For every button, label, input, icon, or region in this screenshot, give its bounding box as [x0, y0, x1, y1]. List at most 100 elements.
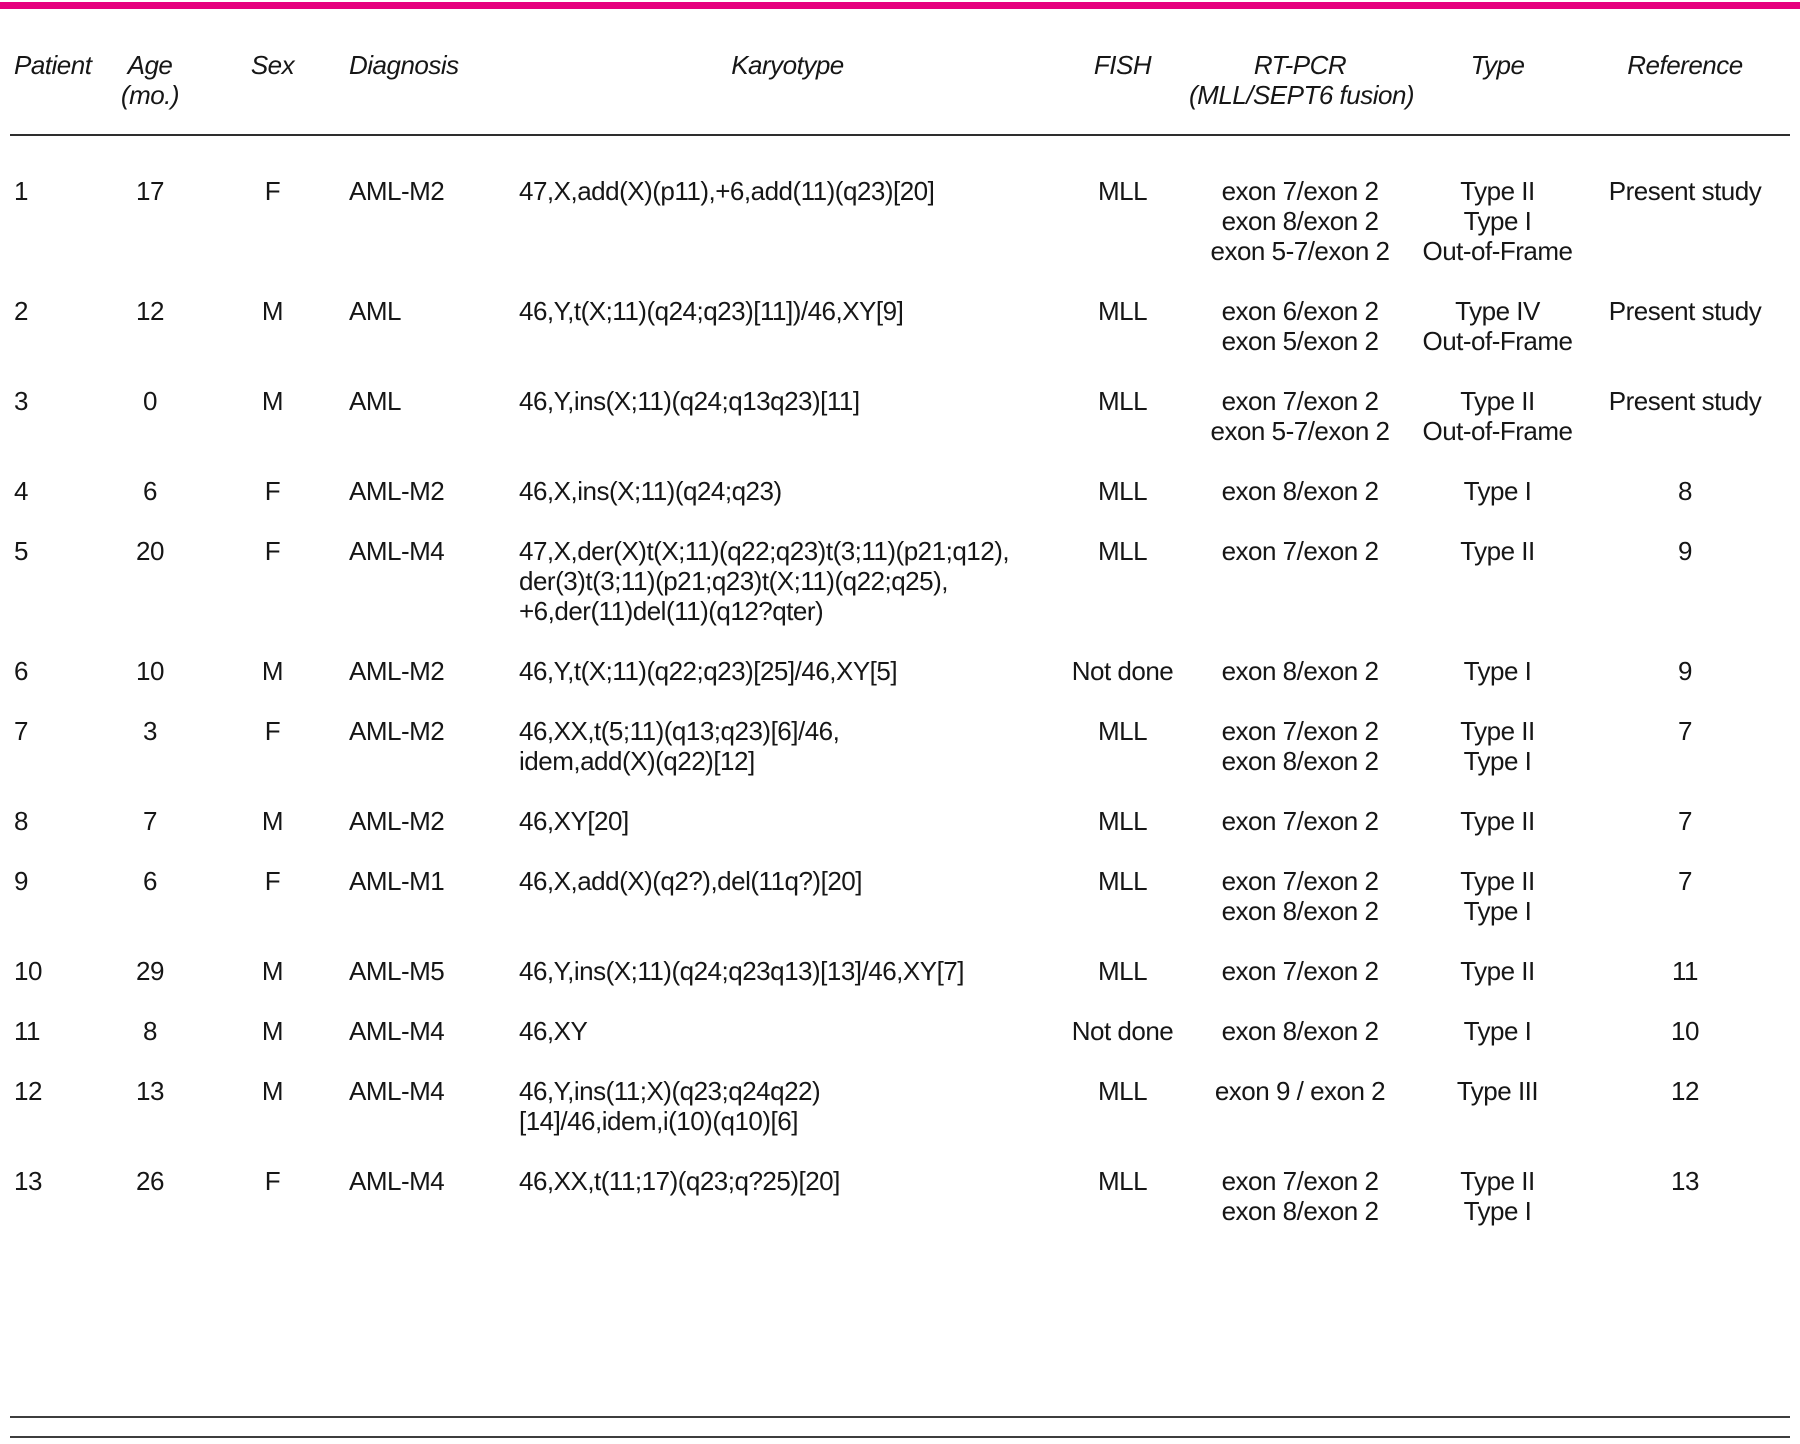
cell-fish: Not done: [1060, 656, 1185, 716]
cell-line: MLL: [1097, 476, 1148, 506]
cell-line: exon 8/exon 2: [1221, 476, 1379, 506]
cell-patient: 1: [10, 135, 100, 296]
cell-line: 7: [1678, 716, 1692, 746]
cell-rtpcr: exon 7/exon 2 exon 8/exon 2: [1185, 866, 1415, 956]
cell-diagnosis: AML-M2: [345, 476, 515, 536]
cell-reference: 11: [1580, 956, 1790, 1016]
header-line: (MLL/SEPT6 fusion): [1189, 80, 1415, 110]
cell-patient: 2: [10, 296, 100, 386]
column-header-sex: Sex: [200, 50, 345, 135]
cell-type: Type II Out-of-Frame: [1415, 386, 1580, 476]
cell-fish: MLL: [1060, 1166, 1185, 1256]
table-row: 9 6 F AML-M1 46,X,add(X)(q2?),del(11q?)[20] M…: [10, 866, 1790, 956]
cell-patient: 11: [10, 1016, 100, 1076]
cell-fish: MLL: [1060, 135, 1185, 296]
cell-line: 17: [136, 176, 164, 206]
cell-reference: 13: [1580, 1166, 1790, 1256]
bottom-rule-upper: [10, 1416, 1790, 1418]
cell-type: Type II: [1415, 806, 1580, 866]
cell-line: M: [261, 1076, 284, 1106]
cell-diagnosis: AML-M4: [345, 1076, 515, 1166]
cell-type: Type I: [1415, 1016, 1580, 1076]
cell-line: Out-of-Frame: [1422, 416, 1573, 446]
cell-line: 8: [1678, 476, 1692, 506]
cell-line: exon 7/exon 2: [1221, 536, 1379, 566]
cell-patient: 10: [10, 956, 100, 1016]
cell-line: MLL: [1097, 716, 1148, 746]
cell-line: Type I: [1463, 206, 1532, 236]
cell-line: 0: [143, 386, 157, 416]
cell-line: 10: [136, 656, 164, 686]
cell-line: Out-of-Frame: [1422, 236, 1573, 266]
cell-patient: 13: [10, 1166, 100, 1256]
cell-line: Type III: [1456, 1076, 1539, 1106]
cell-rtpcr: exon 6/exon 2 exon 5/exon 2: [1185, 296, 1415, 386]
cell-line: Type II: [1460, 386, 1535, 416]
cell-diagnosis: AML-M2: [345, 656, 515, 716]
table-row: 5 20 F AML-M4 47,X,der(X)t(X;11)(q22;q23)t(3…: [10, 536, 1790, 656]
cell-line: AML-M2: [349, 716, 445, 746]
cell-fish: MLL: [1060, 536, 1185, 656]
cell-karyotype: 46,X,ins(X;11)(q24;q23): [515, 476, 1060, 536]
cell-line: exon 8/exon 2: [1221, 1016, 1379, 1046]
cell-line: AML-M2: [349, 476, 445, 506]
cell-sex: M: [200, 296, 345, 386]
cell-rtpcr: exon 7/exon 2 exon 5-7/exon 2: [1185, 386, 1415, 476]
header-line: Patient: [14, 50, 92, 80]
cell-sex: F: [200, 866, 345, 956]
cell-line: 3: [14, 386, 28, 416]
cell-diagnosis: AML-M2: [345, 716, 515, 806]
cell-line: exon 8/exon 2: [1221, 1196, 1379, 1226]
cell-reference: 7: [1580, 806, 1790, 866]
cell-line: MLL: [1097, 296, 1148, 326]
cell-reference: 10: [1580, 1016, 1790, 1076]
cell-line: F: [264, 476, 281, 506]
cell-line: idem,add(X)(q22)[12]: [519, 746, 755, 776]
cell-line: 9: [1678, 536, 1692, 566]
cell-line: Type I: [1463, 896, 1532, 926]
cell-karyotype: 47,X,der(X)t(X;11)(q22;q23)t(3;11)(p21;q…: [515, 536, 1060, 656]
cell-diagnosis: AML-M2: [345, 135, 515, 296]
cell-patient: 4: [10, 476, 100, 536]
cell-line: 26: [136, 1166, 164, 1196]
cell-line: F: [264, 716, 281, 746]
column-header-patient: Patient: [10, 50, 100, 135]
cell-type: Type III: [1415, 1076, 1580, 1166]
cell-line: 46,XX,t(11;17)(q23;q?25)[20]: [519, 1166, 840, 1196]
cell-type: Type II: [1415, 956, 1580, 1016]
cell-diagnosis: AML-M1: [345, 866, 515, 956]
cell-line: 12: [136, 296, 164, 326]
cell-rtpcr: exon 7/exon 2: [1185, 806, 1415, 866]
cell-line: Type II: [1460, 806, 1535, 836]
header-line: FISH: [1093, 50, 1152, 80]
cell-diagnosis: AML-M5: [345, 956, 515, 1016]
cell-line: MLL: [1097, 176, 1148, 206]
cell-rtpcr: exon 7/exon 2 exon 8/exon 2: [1185, 1166, 1415, 1256]
cell-karyotype: 46,XY: [515, 1016, 1060, 1076]
cell-diagnosis: AML-M4: [345, 1016, 515, 1076]
cell-age: 17: [100, 135, 200, 296]
cell-line: 13: [136, 1076, 164, 1106]
cell-line: Type II: [1460, 866, 1535, 896]
cell-line: AML: [349, 296, 401, 326]
table-row: 1 17 F AML-M2 47,X,add(X)(p11),+6,add(11)(q2…: [10, 135, 1790, 296]
cell-karyotype: 47,X,add(X)(p11),+6,add(11)(q23)[20]: [515, 135, 1060, 296]
cell-karyotype: 46,Y,ins(X;11)(q24;q23q13)[13]/46,XY[7]: [515, 956, 1060, 1016]
cell-age: 6: [100, 866, 200, 956]
bottom-rule-lower: [10, 1436, 1790, 1438]
cell-fish: MLL: [1060, 386, 1185, 476]
table-row: 2 12 M AML 46,Y,t(X;11)(q24;q23)[11])/46,XY[…: [10, 296, 1790, 386]
cell-line: AML: [349, 386, 401, 416]
cell-line: exon 7/exon 2: [1221, 806, 1379, 836]
cell-fish: MLL: [1060, 806, 1185, 866]
cell-line: AML-M5: [349, 956, 445, 986]
cell-line: 46,Y,ins(11;X)(q23;q24q22): [519, 1076, 821, 1106]
cell-line: 11: [14, 1016, 41, 1046]
cell-line: exon 7/exon 2: [1221, 866, 1379, 896]
cell-line: exon 8/exon 2: [1221, 206, 1379, 236]
cell-line: AML-M1: [349, 866, 445, 896]
cell-line: AML-M4: [349, 1166, 445, 1196]
cell-line: 12: [1671, 1076, 1699, 1106]
cell-line: 46,Y,t(X;11)(q24;q23)[11])/46,XY[9]: [519, 296, 904, 326]
cell-line: 6: [143, 476, 157, 506]
